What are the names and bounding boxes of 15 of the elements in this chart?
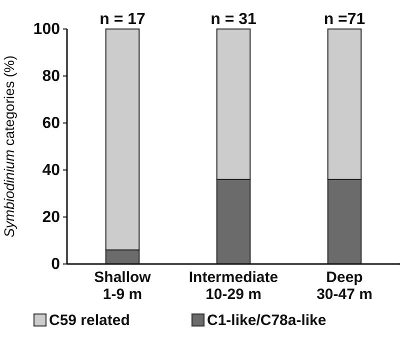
y-tick-label: 0 bbox=[51, 256, 60, 274]
legend-label: C1-like/C78a-like bbox=[207, 312, 326, 329]
y-tick-label: 60 bbox=[42, 115, 60, 132]
y-axis-title: Symbiodinium categories (%) bbox=[1, 55, 17, 238]
annotation: n = 31 bbox=[210, 11, 256, 28]
y-tick-label: 40 bbox=[42, 162, 60, 180]
y-tick-label: 100 bbox=[33, 21, 60, 38]
annotation: n = 17 bbox=[100, 11, 146, 28]
legend-label: C59 related bbox=[49, 312, 130, 329]
x-tick-label: Deep 30-47 m bbox=[316, 269, 372, 303]
y-tick-label: 20 bbox=[42, 209, 60, 226]
annotation: n =71 bbox=[324, 11, 366, 28]
x-tick-label: Shallow 1-9 m bbox=[94, 269, 152, 303]
x-tick-label: Intermediate 10-29 m bbox=[188, 269, 278, 303]
y-tick-label: 80 bbox=[42, 68, 60, 86]
